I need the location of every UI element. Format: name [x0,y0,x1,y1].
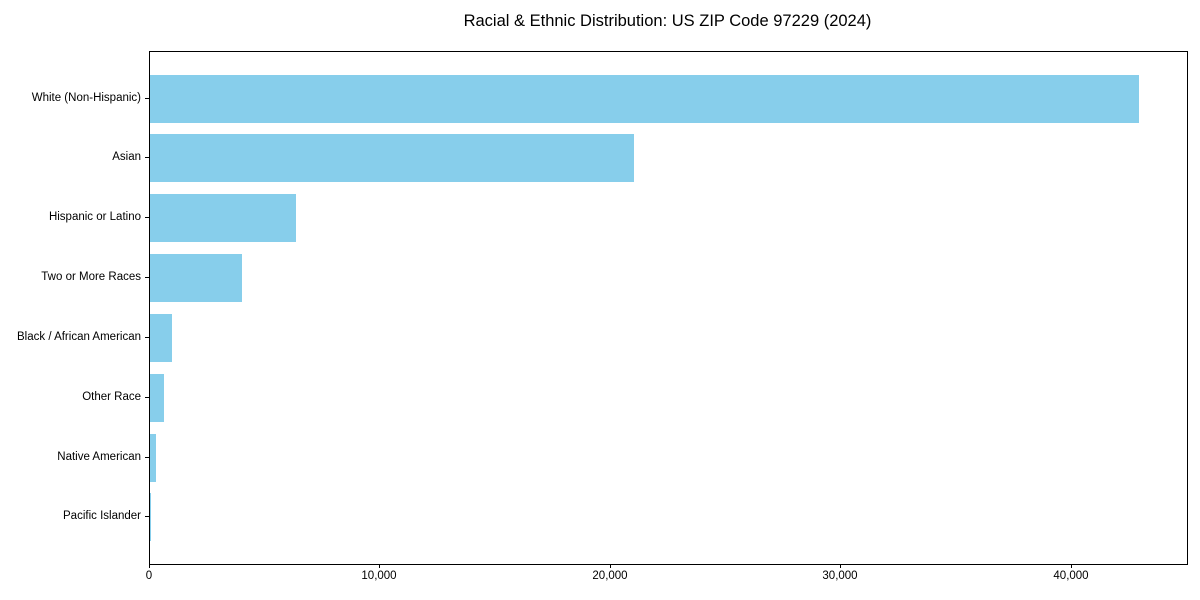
chart-title: Racial & Ethnic Distribution: US ZIP Cod… [463,12,872,30]
bar [150,313,172,362]
y-tick-mark [145,337,149,338]
y-tick-label: Hispanic or Latino [48,211,141,223]
y-tick-mark [145,397,149,398]
x-tick-mark [1071,564,1072,568]
x-tick-label: 10,000 [361,570,397,582]
x-tick-label: 0 [145,570,153,582]
x-tick-label: 30,000 [822,570,858,582]
x-tick-label: 20,000 [592,570,628,582]
y-tick-mark [145,157,149,158]
plot-area [149,51,1188,565]
y-tick-label: Black / African American [17,331,141,343]
x-tick-mark [379,564,380,568]
bar [150,194,297,243]
y-tick-label: Two or More Races [41,271,141,283]
x-tick-label: 40,000 [1053,570,1089,582]
bar [150,493,152,542]
y-tick-mark [145,217,149,218]
bar [150,74,1139,123]
y-tick-mark [145,277,149,278]
y-tick-mark [145,516,149,517]
x-tick-mark [149,564,150,568]
bar [150,373,165,422]
y-tick-label: Asian [112,151,141,163]
y-tick-mark [145,457,149,458]
x-tick-mark [840,564,841,568]
y-tick-label: Other Race [82,391,141,403]
y-tick-label: White (Non-Hispanic) [31,92,141,104]
y-tick-label: Pacific Islander [63,510,141,522]
y-tick-mark [145,98,149,99]
y-tick-label: Native American [57,451,141,463]
bar [150,433,156,482]
bar [150,254,243,303]
x-tick-mark [610,564,611,568]
bar [150,134,634,183]
